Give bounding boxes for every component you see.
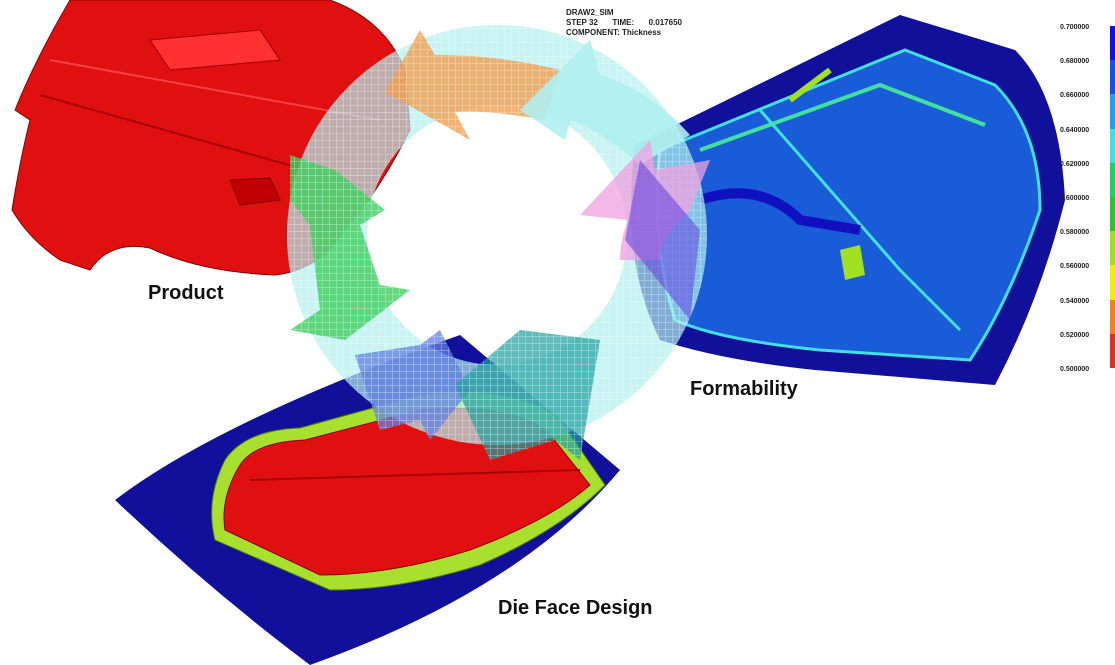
legend-tick-label: 0.700000 bbox=[1060, 24, 1090, 31]
legend-color-swatch bbox=[1110, 197, 1115, 232]
sim-step-row: STEP 32 TIME: 0.017650 bbox=[566, 18, 682, 28]
legend-color-swatch bbox=[1110, 299, 1115, 334]
simulation-header: DRAW2_SIM STEP 32 TIME: 0.017650 COMPONE… bbox=[566, 8, 682, 38]
thickness-legend: 0.700000 0.680000 0.660000 0.640000 0.620000… bbox=[1060, 24, 1115, 374]
legend-tick-label: 0.500000 bbox=[1060, 366, 1090, 373]
legend-tick-label: 0.580000 bbox=[1060, 229, 1090, 237]
formability-simulation-image bbox=[630, 15, 1065, 385]
arrow-teal bbox=[455, 330, 600, 460]
sim-component: COMPONENT: Thickness bbox=[566, 28, 662, 37]
arrow-orange bbox=[385, 30, 560, 140]
arrow-green bbox=[290, 155, 410, 340]
arrow-cyan bbox=[520, 40, 690, 165]
stage-label-formability: Formability bbox=[690, 378, 798, 400]
sim-time-value: 0.017650 bbox=[648, 18, 682, 27]
legend-color-swatch bbox=[1110, 333, 1115, 368]
legend-color-swatch bbox=[1110, 26, 1115, 61]
stage-label-die-face: Die Face Design bbox=[498, 597, 653, 619]
legend-color-swatch bbox=[1110, 128, 1115, 163]
legend-color-swatch bbox=[1110, 94, 1115, 129]
sim-title: DRAW2_SIM bbox=[566, 8, 614, 17]
legend-color-swatch bbox=[1110, 265, 1115, 300]
legend-tick-label: 0.660000 bbox=[1060, 92, 1090, 100]
stage-label-product: Product bbox=[148, 282, 224, 304]
arrow-blue-bottom bbox=[355, 330, 470, 440]
legend-tick-label: 0.540000 bbox=[1060, 297, 1090, 305]
legend-tick-label: 0.520000 bbox=[1060, 331, 1090, 339]
legend-tick-label: 0.640000 bbox=[1060, 126, 1090, 134]
sim-time-label: TIME: bbox=[612, 18, 635, 27]
legend-tick-label: 0.680000 bbox=[1060, 58, 1090, 66]
legend-tick-label: 0.600000 bbox=[1060, 195, 1090, 202]
legend-color-swatch bbox=[1110, 162, 1115, 197]
legend-tick-label: 0.560000 bbox=[1060, 263, 1090, 271]
legend-color-swatch bbox=[1110, 231, 1115, 266]
legend-color-swatch bbox=[1110, 60, 1115, 95]
sim-step: STEP 32 bbox=[566, 18, 598, 27]
legend-tick-label: 0.620000 bbox=[1060, 160, 1090, 168]
arrow-blue-right bbox=[625, 160, 700, 320]
